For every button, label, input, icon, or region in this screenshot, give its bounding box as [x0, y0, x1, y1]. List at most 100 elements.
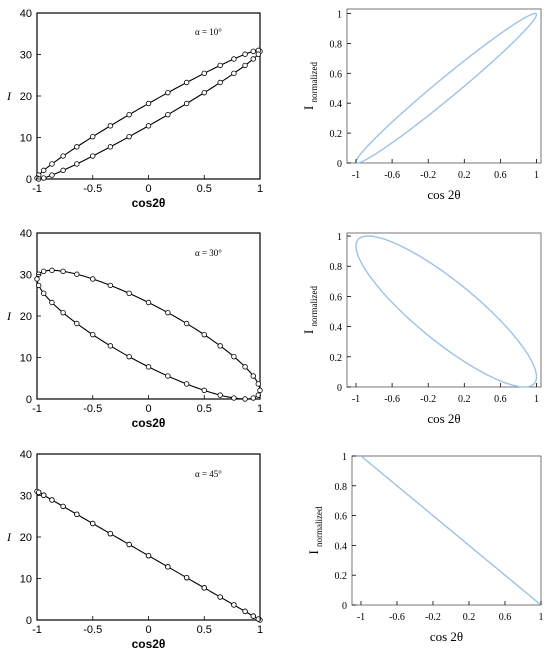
data-point — [145, 123, 152, 129]
y-tick-label: 0.4 — [335, 541, 348, 552]
alpha-annotation: α = 30° — [195, 248, 222, 258]
y-axis-label-main: I — [301, 102, 316, 110]
x-tick-label: -0.2 — [420, 170, 436, 181]
x-tick-label: -0.6 — [389, 612, 405, 623]
data-point — [201, 70, 207, 77]
data-point — [217, 62, 223, 69]
y-tick-label: 40 — [20, 228, 32, 240]
x-tick-label: 0.2 — [458, 394, 471, 405]
y-tick-label: 40 — [20, 449, 32, 461]
y-axis-label: I — [6, 530, 12, 544]
y-tick-label: 10 — [20, 133, 32, 145]
data-point — [126, 541, 132, 548]
data-point — [41, 175, 47, 181]
x-tick-label: 0.5 — [197, 403, 212, 415]
data-point — [201, 331, 207, 338]
data-point — [90, 153, 96, 159]
plot-frame — [351, 455, 542, 606]
x-tick-label: 1 — [534, 170, 539, 181]
x-axis-label: cos2θ — [132, 637, 166, 651]
data-point — [60, 268, 66, 275]
x-tick-label: 1 — [257, 403, 263, 415]
data-point — [107, 123, 114, 129]
data-point — [217, 392, 223, 398]
data-point — [217, 343, 223, 349]
y-tick-label: 0 — [342, 601, 347, 612]
data-point — [74, 271, 80, 277]
data-point — [49, 497, 55, 503]
y-tick-label: 10 — [20, 353, 32, 365]
data-point — [126, 133, 132, 140]
data-point — [250, 48, 256, 55]
x-tick-label: -1 — [32, 624, 42, 636]
x-tick-label: 1 — [257, 183, 263, 195]
y-tick-label: 30 — [20, 491, 32, 503]
data-point — [60, 503, 66, 510]
x-axis-label: cos 2θ — [427, 187, 460, 202]
data-point — [41, 167, 47, 174]
data-point — [231, 602, 237, 608]
y-axis-label-subscript: normalized — [314, 506, 324, 547]
data-point — [41, 492, 47, 498]
plot-frame — [346, 232, 542, 388]
y-axis-label: I — [6, 89, 12, 103]
y-tick-label: 0.6 — [330, 69, 343, 80]
y-tick-label: 0.2 — [330, 353, 343, 364]
x-tick-label: 0 — [145, 403, 151, 415]
data-point — [183, 574, 190, 581]
y-tick-label: 20 — [20, 532, 32, 544]
y-tick-label: 40 — [20, 8, 32, 20]
data-point — [126, 111, 132, 118]
data-point — [107, 144, 114, 150]
x-tick-label: 1 — [257, 624, 263, 636]
data-point — [165, 373, 171, 379]
data-point — [250, 56, 256, 62]
series-line — [355, 235, 538, 388]
series-line — [360, 455, 542, 606]
x-axis-label: cos2θ — [132, 416, 166, 430]
x-tick-label: 0.2 — [458, 170, 471, 181]
data-point — [90, 276, 96, 282]
data-point — [74, 161, 80, 167]
x-tick-label: -1 — [352, 170, 360, 181]
x-tick-label: 0.2 — [463, 612, 476, 623]
alpha-annotation: α = 45° — [195, 469, 222, 479]
y-tick-label: 0 — [26, 394, 32, 406]
y-tick-label: 0.8 — [335, 482, 348, 493]
plot-frame — [346, 8, 542, 164]
x-tick-label: -0.5 — [83, 624, 102, 636]
x-tick-label: 0.6 — [499, 612, 512, 623]
x-tick-label: -1 — [357, 612, 365, 623]
data-point — [242, 364, 248, 370]
plot-frame — [36, 232, 261, 400]
y-axis-label: I normalized — [301, 61, 319, 110]
x-tick-label: 0.5 — [197, 624, 212, 636]
y-tick-label: 30 — [20, 270, 32, 282]
y-tick-label: 0.4 — [330, 99, 343, 110]
x-tick-label: 0.5 — [197, 183, 212, 195]
series-line — [36, 49, 261, 180]
data-point — [90, 331, 96, 338]
alpha-annotation: α = 10° — [195, 27, 222, 37]
y-tick-label: 0 — [337, 159, 342, 170]
x-tick-label: 1 — [534, 394, 539, 405]
y-tick-label: 0.6 — [330, 292, 343, 303]
series-line — [355, 12, 538, 164]
data-point — [257, 387, 263, 394]
series-line — [36, 269, 261, 400]
x-tick-label: -1 — [352, 394, 360, 405]
data-point — [231, 353, 237, 360]
data-point — [201, 585, 207, 591]
data-point — [165, 564, 171, 570]
data-point — [49, 161, 55, 167]
data-point — [145, 100, 152, 107]
data-point — [255, 51, 262, 57]
y-axis-label-subscript: normalized — [309, 285, 319, 326]
data-point — [231, 395, 237, 401]
data-point — [250, 395, 256, 401]
y-axis-label-subscript: normalized — [309, 61, 319, 102]
y-tick-label: 10 — [20, 574, 32, 586]
data-point — [217, 79, 223, 86]
y-tick-label: 0.2 — [335, 571, 348, 582]
